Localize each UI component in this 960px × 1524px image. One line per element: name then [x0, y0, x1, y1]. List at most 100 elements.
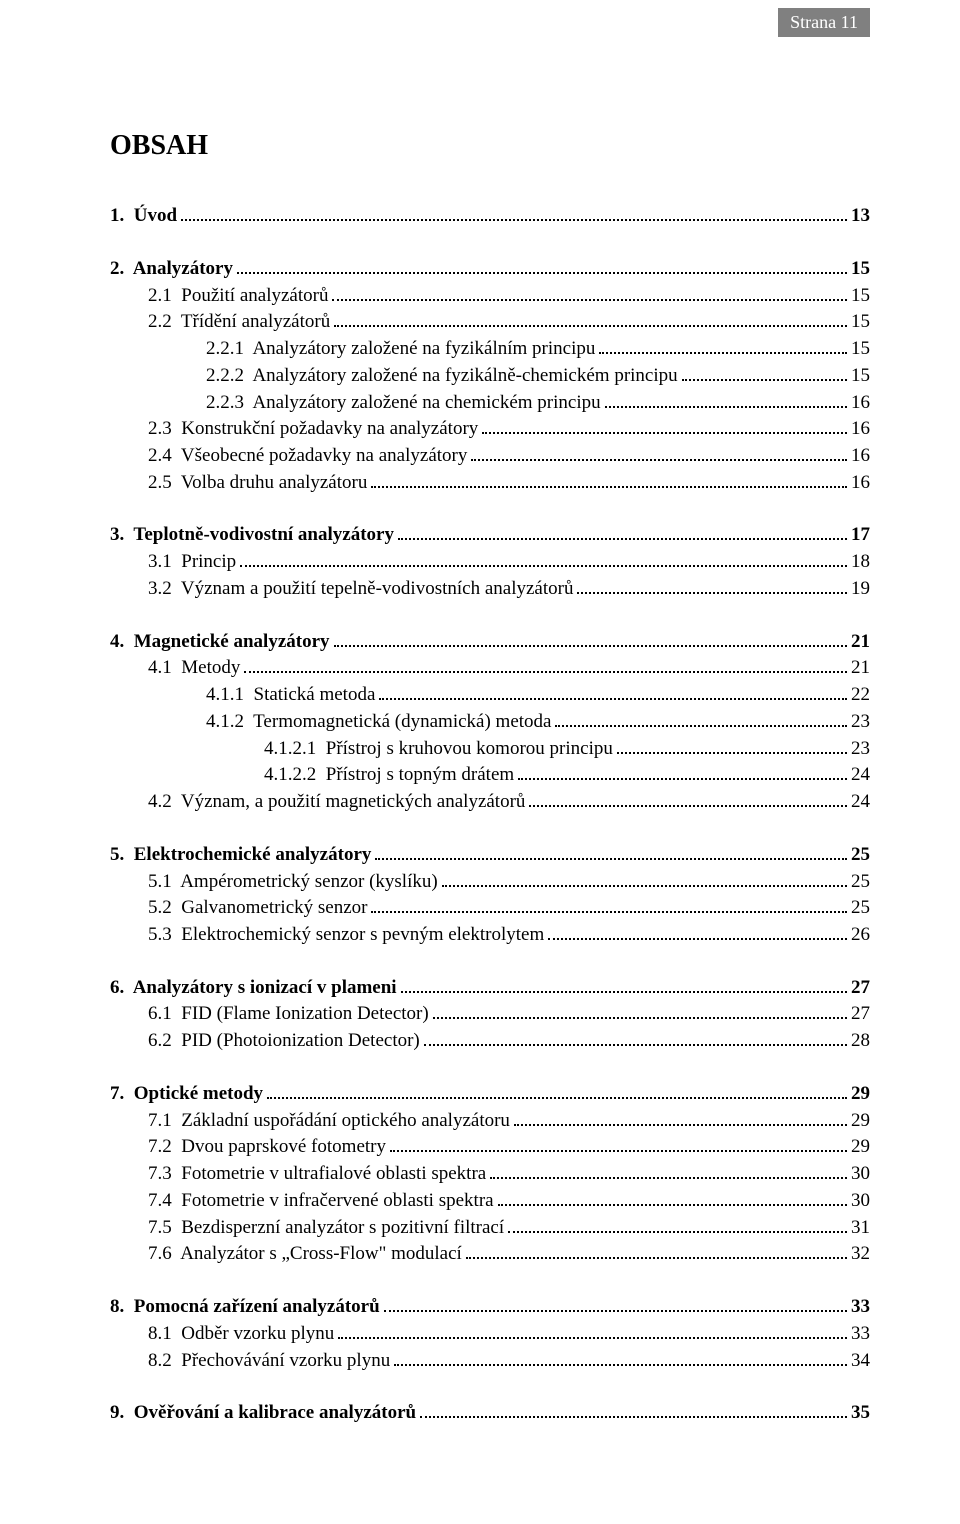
toc-entry-page: 16: [851, 416, 870, 442]
toc-group: 1. Úvod13: [110, 202, 870, 229]
toc-entry-page: 29: [851, 1134, 870, 1160]
toc-entry-page: 27: [851, 975, 870, 1001]
toc-entry: 2.2.2 Analyzátory založené na fyzikálně-…: [110, 362, 870, 389]
toc-entry-label: 4.2 Význam, a použití magnetických analy…: [148, 789, 525, 815]
toc-entry: 6.2 PID (Photoionization Detector)28: [110, 1027, 870, 1054]
toc-entry: 7.2 Dvou paprskové fotometry29: [110, 1133, 870, 1160]
toc-entry: 2.5 Volba druhu analyzátoru 16: [110, 469, 870, 496]
toc-leader-dots: [508, 1214, 847, 1233]
toc-entry-label: 3. Teplotně-vodivostní analyzátory: [110, 522, 394, 548]
toc-leader-dots: [577, 575, 847, 594]
toc-entry: 3.2 Význam a použití tepelně-vodivostníc…: [110, 575, 870, 602]
toc-entry-label: 5. Elektrochemické analyzátory: [110, 842, 371, 868]
toc-entry-label: 4. Magnetické analyzátory: [110, 629, 330, 655]
toc-entry-label: 2.2 Třídění analyzátorů: [148, 309, 330, 335]
toc-entry: 1. Úvod13: [110, 202, 870, 229]
toc-leader-dots: [599, 335, 847, 354]
toc-leader-dots: [514, 1107, 847, 1126]
toc-entry: 2.3 Konstrukční požadavky na analyzátory…: [110, 415, 870, 442]
toc-leader-dots: [518, 761, 847, 780]
toc-entry: 5. Elektrochemické analyzátory 25: [110, 841, 870, 868]
toc-entry-label: 1. Úvod: [110, 203, 177, 229]
toc-entry: 7.4 Fotometrie v infračervené oblasti sp…: [110, 1187, 870, 1214]
toc-entry-page: 32: [851, 1241, 870, 1267]
toc-entry-page: 25: [851, 842, 870, 868]
toc-entry-label: 4.1.2 Termomagnetická (dynamická) metoda: [206, 709, 551, 735]
toc-entry-page: 23: [851, 709, 870, 735]
toc-group: 6. Analyzátory s ionizací v plameni276.1…: [110, 974, 870, 1054]
toc-entry: 2.2.1 Analyzátory založené na fyzikálním…: [110, 335, 870, 362]
toc-leader-dots: [605, 388, 847, 407]
toc-entry-label: 9. Ověřování a kalibrace analyzátorů: [110, 1400, 416, 1426]
toc-leader-dots: [332, 281, 847, 300]
toc-entry-label: 7.6 Analyzátor s „Cross-Flow" modulací: [148, 1241, 462, 1267]
toc-entry-page: 15: [851, 283, 870, 309]
toc-leader-dots: [338, 1320, 847, 1339]
toc-entry-page: 16: [851, 470, 870, 496]
toc-entry: 7.1 Základní uspořádání optického analyz…: [110, 1107, 870, 1134]
toc-group: 9. Ověřování a kalibrace analyzátorů35: [110, 1399, 870, 1426]
toc-entry-label: 3.1 Princip: [148, 549, 236, 575]
toc-entry-label: 4.1.2.1 Přístroj s kruhovou komorou prin…: [264, 736, 613, 762]
toc-entry-page: 22: [851, 682, 870, 708]
toc-entry-page: 29: [851, 1081, 870, 1107]
toc-entry-page: 16: [851, 443, 870, 469]
toc-entry: 8.2 Přechovávání vzorku plynu34: [110, 1346, 870, 1373]
toc-entry-page: 30: [851, 1161, 870, 1187]
toc-entry: 5.3 Elektrochemický senzor s pevným elek…: [110, 921, 870, 948]
toc-entry: 8.1 Odběr vzorku plynu33: [110, 1320, 870, 1347]
toc-entry-page: 19: [851, 576, 870, 602]
toc-entry-page: 30: [851, 1188, 870, 1214]
toc-entry-page: 25: [851, 895, 870, 921]
toc-entry-label: 2.2.2 Analyzátory založené na fyzikálně-…: [206, 363, 678, 389]
page-number-text: Strana 11: [790, 12, 858, 32]
toc-group: 4. Magnetické analyzátory214.1 Metody214…: [110, 628, 870, 815]
toc-entry-page: 15: [851, 256, 870, 282]
toc-entry: 3. Teplotně-vodivostní analyzátory17: [110, 521, 870, 548]
toc-entry-label: 2.5 Volba druhu analyzátoru: [148, 470, 367, 496]
toc-entry-page: 26: [851, 922, 870, 948]
toc-leader-dots: [424, 1027, 847, 1046]
toc-leader-dots: [267, 1080, 847, 1099]
toc-entry-page: 18: [851, 549, 870, 575]
toc-entry: 5.1 Ampérometrický senzor (kyslíku)25: [110, 867, 870, 894]
toc-leader-dots: [490, 1160, 847, 1179]
toc-group: 5. Elektrochemické analyzátory 255.1 Ampé…: [110, 841, 870, 948]
toc-leader-dots: [379, 681, 847, 700]
toc-entry: 6. Analyzátory s ionizací v plameni27: [110, 974, 870, 1001]
toc-group: 3. Teplotně-vodivostní analyzátory173.1 …: [110, 521, 870, 601]
toc-leader-dots: [334, 308, 847, 327]
toc-entry: 6.1 FID (Flame Ionization Detector)27: [110, 1000, 870, 1027]
toc-leader-dots: [529, 788, 847, 807]
toc-entry-page: 29: [851, 1108, 870, 1134]
toc-entry-page: 15: [851, 363, 870, 389]
document-page: Strana 11 OBSAH 1. Úvod132. Analyzátory1…: [0, 0, 960, 1524]
toc-entry-label: 8. Pomocná zařízení analyzátorů: [110, 1294, 380, 1320]
toc-entry-label: 2.4 Všeobecné požadavky na analyzátory: [148, 443, 467, 469]
toc-entry-page: 31: [851, 1215, 870, 1241]
page-number-badge: Strana 11: [778, 8, 870, 37]
toc-leader-dots: [394, 1346, 847, 1365]
toc-entry: 2.4 Všeobecné požadavky na analyzátory 16: [110, 442, 870, 469]
toc-entry: 4.1.2.2 Přístroj s topným drátem24: [110, 761, 870, 788]
toc-entry: 7.3 Fotometrie v ultrafialové oblasti sp…: [110, 1160, 870, 1187]
toc-entry-page: 21: [851, 655, 870, 681]
toc-entry-page: 25: [851, 869, 870, 895]
toc-leader-dots: [442, 867, 847, 886]
toc-leader-dots: [240, 548, 847, 567]
toc-entry: 3.1 Princip 18: [110, 548, 870, 575]
toc-entry-label: 5.3 Elektrochemický senzor s pevným elek…: [148, 922, 544, 948]
toc-leader-dots: [482, 415, 847, 434]
toc-entry: 2.2.3 Analyzátory založené na chemickém …: [110, 388, 870, 415]
toc-leader-dots: [244, 654, 847, 673]
toc-entry-page: 24: [851, 762, 870, 788]
toc-entry-label: 2.1 Použití analyzátorů: [148, 283, 328, 309]
toc-entry-label: 5.2 Galvanometrický senzor: [148, 895, 367, 921]
toc-entry-label: 2.3 Konstrukční požadavky na analyzátory: [148, 416, 478, 442]
toc-group: 2. Analyzátory152.1 Použití analyzátorů1…: [110, 255, 870, 496]
toc-entry-page: 33: [851, 1294, 870, 1320]
toc-leader-dots: [433, 1000, 847, 1019]
toc-leader-dots: [390, 1133, 847, 1152]
toc-entry-page: 15: [851, 309, 870, 335]
toc-leader-dots: [371, 469, 847, 488]
